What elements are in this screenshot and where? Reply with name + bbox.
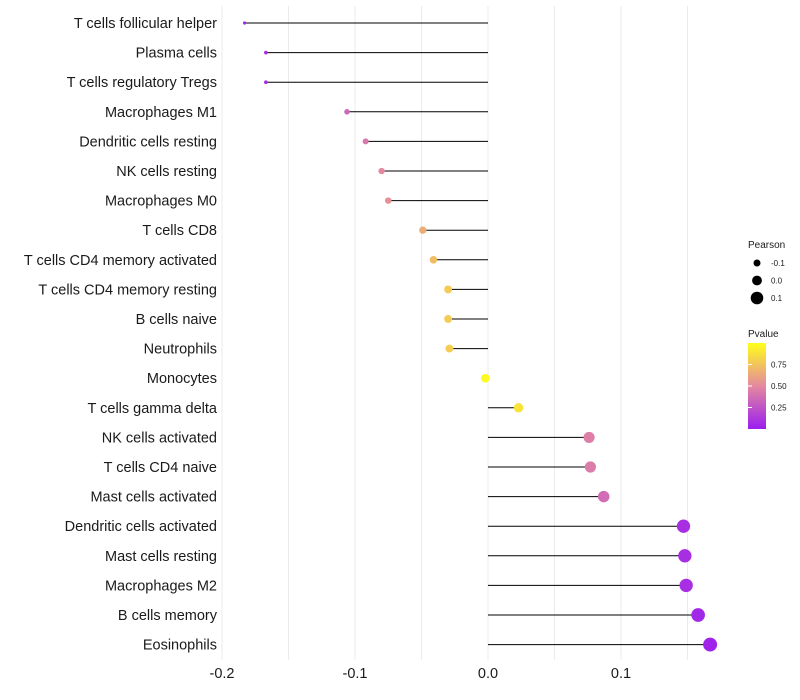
pearson-legend-key bbox=[750, 291, 764, 305]
lollipop-point bbox=[264, 80, 268, 85]
pvalue-colorbar bbox=[748, 343, 766, 429]
pvalue-legend-label: 0.75 bbox=[771, 361, 787, 370]
pearson-legend: Pearson -0.1 0.0 0.1 bbox=[748, 240, 785, 305]
category-label: Monocytes bbox=[147, 371, 217, 387]
category-label: Neutrophils bbox=[144, 342, 217, 358]
lollipop-point bbox=[513, 403, 524, 413]
lollipop-point bbox=[444, 285, 453, 294]
pearson-legend-key bbox=[752, 275, 762, 286]
lollipop-point bbox=[584, 461, 596, 473]
x-tick-label: -0.1 bbox=[343, 666, 368, 682]
x-tick-label: -0.2 bbox=[210, 666, 235, 682]
lollipop-point bbox=[679, 578, 693, 593]
pvalue-legend-label: 0.50 bbox=[771, 382, 787, 391]
pearson-legend-key bbox=[753, 259, 761, 267]
lollipop-point bbox=[691, 608, 705, 622]
pvalue-legend-title: Pvalue bbox=[748, 329, 779, 340]
category-label: T cells CD8 bbox=[142, 223, 217, 239]
x-axis-ticks: -0.2 -0.1 0.0 0.1 bbox=[210, 666, 632, 682]
category-label: T cells follicular helper bbox=[74, 16, 217, 32]
category-label: Mast cells activated bbox=[90, 490, 217, 506]
category-label: T cells CD4 naive bbox=[104, 460, 217, 476]
lollipop-point bbox=[597, 490, 610, 503]
lollipop-point bbox=[362, 138, 369, 145]
lollipop-point bbox=[676, 519, 691, 533]
lollipop-point bbox=[243, 21, 247, 25]
pearson-legend-label: -0.1 bbox=[771, 259, 785, 268]
lollipop-point bbox=[445, 344, 454, 353]
category-label: B cells naive bbox=[136, 312, 217, 328]
pvalue-legend-label: 0.25 bbox=[771, 404, 787, 413]
category-label: T cells regulatory Tregs bbox=[67, 75, 217, 91]
category-label: B cells memory bbox=[118, 608, 218, 624]
category-label: Eosinophils bbox=[143, 638, 217, 654]
x-tick-label: 0.0 bbox=[478, 666, 498, 682]
pearson-legend-label: 0.1 bbox=[771, 294, 783, 303]
category-label: T cells gamma delta bbox=[88, 401, 218, 417]
lollipop-point bbox=[384, 197, 392, 204]
lollipop-point bbox=[419, 226, 427, 234]
x-tick-label: 0.1 bbox=[611, 666, 631, 682]
pearson-legend-label: 0.0 bbox=[771, 277, 783, 286]
category-label: Plasma cells bbox=[136, 46, 217, 62]
lollipop-stems bbox=[244, 22, 711, 646]
category-label: Macrophages M0 bbox=[105, 194, 217, 210]
category-label: Macrophages M2 bbox=[105, 578, 217, 594]
lollipop-point bbox=[444, 315, 453, 323]
lollipop-point bbox=[583, 431, 595, 443]
category-label: Dendritic cells activated bbox=[65, 519, 217, 535]
category-label: NK cells resting bbox=[116, 164, 217, 180]
lollipop-point bbox=[678, 549, 692, 563]
pearson-legend-title: Pearson bbox=[748, 240, 785, 251]
category-label: Macrophages M1 bbox=[105, 105, 217, 121]
lollipop-point bbox=[344, 109, 350, 115]
category-label: Mast cells resting bbox=[105, 549, 217, 565]
category-labels: T cells follicular helper Plasma cells T c… bbox=[24, 16, 218, 654]
grid-lines bbox=[221, 6, 688, 660]
lollipop-dots bbox=[243, 21, 718, 652]
lollipop-point bbox=[480, 373, 490, 383]
category-label: T cells CD4 memory activated bbox=[24, 253, 217, 269]
lollipop-point bbox=[264, 50, 268, 55]
lollipop-point bbox=[378, 167, 385, 175]
lollipop-point bbox=[429, 256, 438, 264]
category-label: NK cells activated bbox=[102, 430, 217, 446]
category-label: Dendritic cells resting bbox=[79, 134, 217, 150]
lollipop-point bbox=[703, 637, 718, 652]
category-label: T cells CD4 memory resting bbox=[38, 282, 217, 298]
pvalue-legend: Pvalue 0.75 0.50 0.25 bbox=[748, 329, 787, 429]
